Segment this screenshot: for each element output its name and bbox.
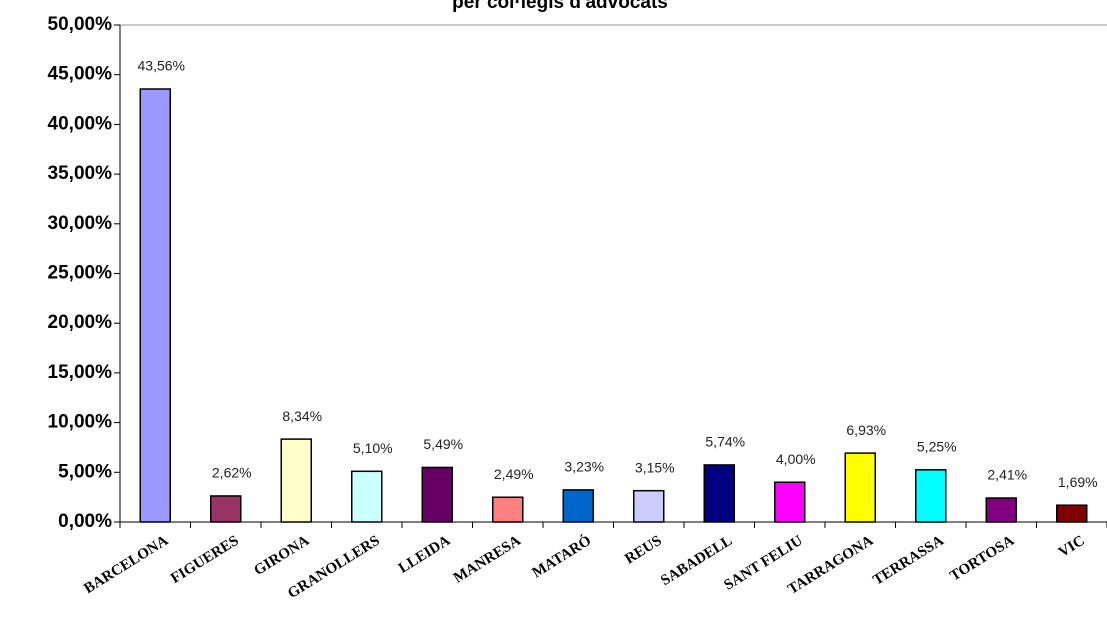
bar — [703, 464, 735, 523]
bar — [915, 469, 947, 523]
x-tick-label: LLEIDA — [396, 533, 453, 577]
x-tick-label: FIGUERES — [168, 533, 242, 587]
x-tick-label: TERRASSA — [870, 533, 946, 589]
bar — [492, 496, 524, 523]
x-tick-label: REUS — [622, 533, 664, 568]
bar — [1056, 504, 1088, 523]
y-tick-label: 10,00% — [48, 412, 113, 433]
bar — [351, 470, 383, 523]
y-tick-label: 25,00% — [48, 263, 113, 284]
value-label: 6,93% — [846, 422, 886, 438]
bar — [280, 438, 312, 523]
bar — [985, 497, 1017, 523]
value-label: 3,23% — [564, 459, 604, 475]
y-tick-label: 35,00% — [48, 163, 113, 184]
y-tick-label: 45,00% — [48, 64, 113, 85]
y-tick-label: 0,00% — [58, 511, 112, 532]
y-tick-label: 20,00% — [48, 312, 113, 333]
y-tick-label: 40,00% — [48, 113, 113, 134]
bar — [844, 452, 876, 523]
bar — [774, 481, 806, 523]
bar — [633, 489, 665, 523]
y-tick-label: 50,00% — [48, 14, 113, 35]
value-label: 4,00% — [776, 451, 816, 467]
chart-title: per col·legis d'advocats — [452, 0, 668, 13]
bar — [421, 466, 453, 523]
x-tick-label: VIC — [1056, 533, 1088, 561]
value-label: 5,74% — [705, 434, 745, 450]
y-tick-label: 15,00% — [48, 362, 113, 383]
x-tick-label: TORTOSA — [947, 533, 1017, 585]
value-label: 5,49% — [423, 436, 463, 452]
value-label: 2,62% — [212, 465, 252, 481]
value-label: 3,15% — [635, 459, 675, 475]
y-tick-label: 5,00% — [58, 461, 112, 482]
value-label: 1,69% — [1058, 474, 1098, 490]
x-tick-label: GIRONA — [251, 533, 312, 579]
value-label: 2,41% — [987, 467, 1027, 483]
value-label: 5,10% — [353, 440, 393, 456]
x-tick-label: BARCELONA — [81, 533, 171, 597]
bar — [210, 495, 242, 523]
value-label: 43,56% — [138, 58, 185, 74]
value-label: 8,34% — [282, 408, 322, 424]
value-label: 2,49% — [494, 466, 534, 482]
bar — [139, 88, 171, 523]
value-label: 5,25% — [917, 439, 957, 455]
y-tick-label: 30,00% — [48, 213, 113, 234]
x-tick-label: MATARÓ — [529, 532, 594, 581]
bar — [562, 489, 594, 523]
x-tick-label: MANRESA — [451, 533, 524, 587]
